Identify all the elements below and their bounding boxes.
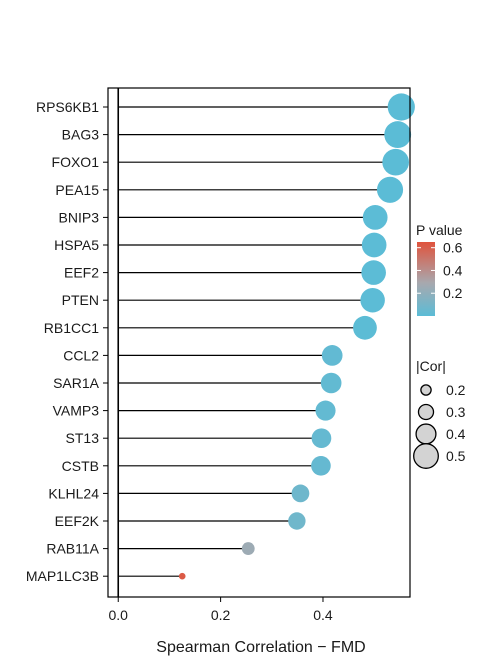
plot-border [107, 87, 411, 598]
y-tick-label-bnip3: BNIP3 [59, 209, 100, 225]
point-rps6kb1 [387, 93, 415, 121]
p-value-tick-label-0: 0.6 [443, 240, 463, 256]
cor-size-label-1: 0.3 [446, 404, 466, 420]
p-value-colorbar [417, 242, 435, 316]
cor-size-key-1 [417, 403, 435, 421]
point-bag3 [384, 121, 412, 149]
y-tick-label-klhl24: KLHL24 [48, 485, 99, 501]
point-hspa5 [361, 232, 387, 258]
cor-size-label-0: 0.2 [446, 382, 466, 398]
x-tick-label-2: 0.4 [313, 607, 333, 623]
point-pten [360, 287, 385, 313]
points-layer [178, 93, 415, 580]
point-ccl2 [321, 345, 343, 366]
point-cstb [311, 455, 331, 476]
y-tick-label-foxo1: FOXO1 [52, 154, 100, 170]
cor-size-key-2 [415, 423, 437, 445]
point-foxo1 [382, 148, 409, 176]
cor-size-legend-title: |Cor| [416, 358, 446, 374]
y-tick-label-map1lc3b: MAP1LC3B [26, 568, 99, 584]
point-map1lc3b [178, 572, 186, 580]
x-tick-label-1: 0.2 [211, 607, 231, 623]
point-rab11a [241, 542, 255, 556]
cor-size-label-2: 0.4 [446, 426, 466, 442]
p-value-legend: P value 0.6 0.4 0.2 [416, 222, 463, 316]
x-tick-label-0: 0.0 [109, 607, 129, 623]
cor-size-key-3 [413, 443, 439, 469]
y-tick-label-eef2: EEF2 [64, 265, 99, 281]
y-tick-label-rb1cc1: RB1CC1 [44, 320, 99, 336]
y-tick-label-vamp3: VAMP3 [53, 403, 100, 419]
y-tick-label-pea15: PEA15 [55, 182, 99, 198]
x-axis: 0.0 0.2 0.4 [109, 597, 333, 623]
y-axis-labels: RPS6KB1 BAG3 FOXO1 PEA15 BNIP3 HSPA5 EEF2 PTEN R… [26, 99, 108, 584]
y-tick-label-rab11a: RAB11A [46, 541, 99, 557]
point-pea15 [376, 176, 404, 203]
y-tick-label-st13: ST13 [66, 430, 100, 446]
p-value-tick-label-1: 0.4 [443, 262, 463, 278]
point-klhl24 [291, 484, 310, 503]
y-tick-label-cstb: CSTB [62, 458, 99, 474]
cor-size-key-0 [420, 384, 432, 396]
cor-size-legend-items: 0.2 0.3 0.4 0.5 [413, 382, 466, 469]
y-tick-label-sar1a: SAR1A [53, 375, 100, 391]
y-tick-label-rps6kb1: RPS6KB1 [36, 99, 99, 115]
y-tick-label-bag3: BAG3 [62, 127, 100, 143]
y-tick-label-pten: PTEN [62, 292, 99, 308]
point-eef2 [361, 260, 386, 285]
p-value-tick-label-2: 0.2 [443, 285, 463, 301]
p-value-legend-title: P value [416, 222, 463, 238]
point-sar1a [320, 372, 342, 394]
x-axis-title: Spearman Correlation − FMD [156, 639, 365, 656]
stems-layer [118, 106, 402, 577]
point-rb1cc1 [353, 315, 377, 340]
y-tick-label-ccl2: CCL2 [63, 347, 99, 363]
p-value-legend-ticks: 0.6 0.4 0.2 [417, 240, 463, 301]
point-vamp3 [315, 400, 336, 421]
y-tick-label-hspa5: HSPA5 [54, 237, 99, 253]
point-bnip3 [362, 205, 388, 230]
cor-size-legend: |Cor| 0.2 0.3 0.4 0.5 [413, 358, 466, 469]
point-st13 [311, 428, 332, 449]
y-tick-label-eef2k: EEF2K [55, 513, 100, 529]
cor-size-label-3: 0.5 [446, 448, 466, 464]
point-eef2k [288, 512, 306, 530]
